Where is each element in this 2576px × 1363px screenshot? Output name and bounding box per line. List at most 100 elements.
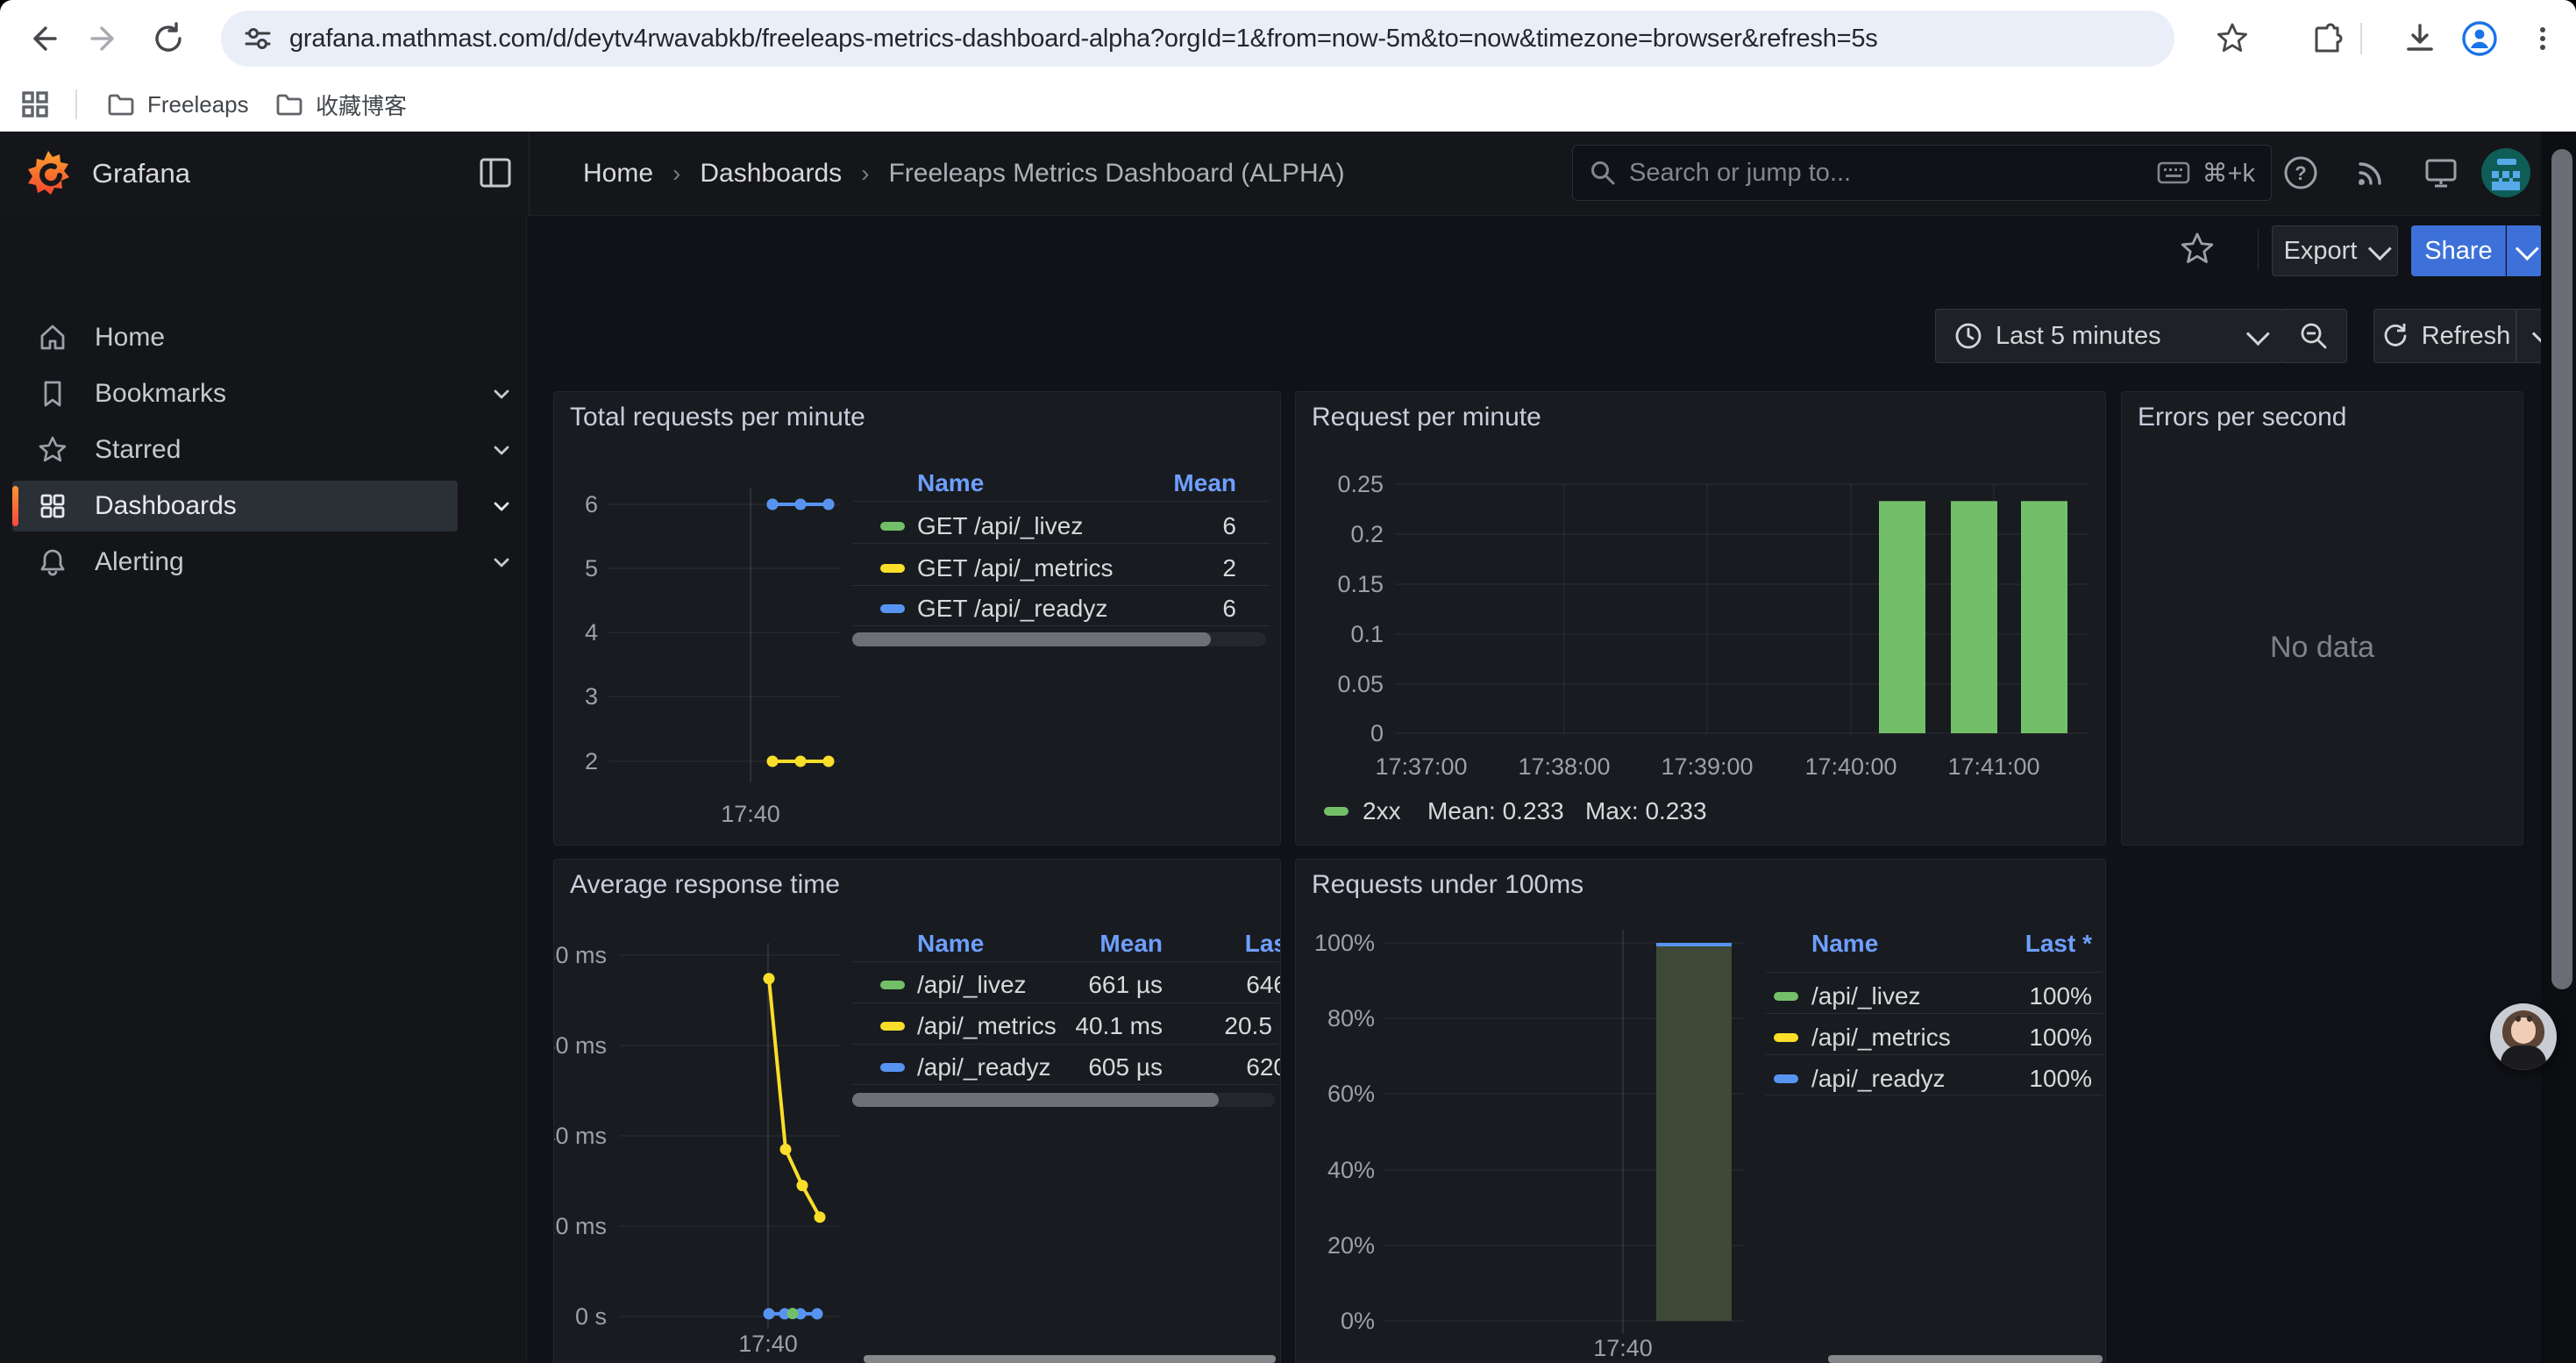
panel-requests-under-100ms[interactable]: Requests under 100ms 100%80%60%40%20%0%1…: [1295, 859, 2106, 1363]
apps-grid-icon[interactable]: [11, 77, 60, 132]
legend-hscrollbar[interactable]: [864, 1355, 1276, 1363]
legend-hscrollbar-thumb: [852, 632, 1211, 646]
legend-series-name[interactable]: 2xx: [1363, 797, 1401, 825]
svg-text:17:40:00: 17:40:00: [1804, 753, 1896, 780]
legend-hscrollbar[interactable]: [852, 1093, 1275, 1107]
assistant-avatar[interactable]: [2490, 1003, 2557, 1070]
profile-icon[interactable]: [2455, 0, 2504, 77]
chevron-down-icon[interactable]: [491, 439, 512, 460]
sidebar-label: Starred: [95, 435, 181, 465]
browser-toolbar: grafana.mathmast.com/d/deytv4rwavabkb/fr…: [0, 0, 2576, 77]
bookmarks-divider: [75, 89, 77, 119]
page-scrollbar-thumb[interactable]: [2551, 149, 2572, 989]
sidebar-item-home[interactable]: Home: [12, 312, 458, 363]
breadcrumb-home[interactable]: Home: [583, 159, 653, 189]
export-button[interactable]: Export: [2272, 225, 2398, 276]
extensions-icon[interactable]: [2302, 0, 2352, 77]
legend-separator: [1766, 972, 2103, 973]
legend-series-pill[interactable]: [1324, 807, 1348, 816]
forward-button[interactable]: [81, 0, 130, 77]
browser-menu-icon[interactable]: [2518, 0, 2567, 77]
keyboard-icon: [2157, 161, 2190, 185]
dashboards-grid-icon: [35, 490, 70, 522]
sidebar-item-dashboards[interactable]: Dashboards: [12, 481, 458, 532]
reload-button[interactable]: [144, 0, 193, 77]
svg-text:0%: 0%: [1341, 1308, 1375, 1334]
share-menu-button[interactable]: [2507, 225, 2542, 276]
avatar-eye: [2527, 1016, 2532, 1022]
avatar-eye: [2516, 1016, 2521, 1022]
breadcrumb: Home › Dashboards › Freeleaps Metrics Da…: [583, 132, 1345, 215]
panel-errors-per-second[interactable]: Errors per second No data: [2121, 391, 2523, 846]
svg-text:80%: 80%: [1327, 1005, 1375, 1031]
svg-text:6: 6: [585, 491, 598, 517]
help-icon[interactable]: ?: [2276, 148, 2325, 197]
legend-series-pill[interactable]: [880, 564, 905, 573]
panel-total-requests[interactable]: Total requests per minute 6543217:40 Nam…: [553, 391, 1281, 846]
chevron-down-icon: [2246, 322, 2270, 346]
grafana-logo[interactable]: [25, 149, 72, 198]
downloads-icon[interactable]: [2395, 0, 2444, 77]
chevron-down-icon[interactable]: [491, 383, 512, 404]
search-placeholder: Search or jump to...: [1629, 159, 2145, 188]
brand-title[interactable]: Grafana: [92, 132, 190, 215]
legend-series-pill[interactable]: [880, 1063, 905, 1072]
legend-hscrollbar[interactable]: [1828, 1355, 2103, 1363]
chevron-down-icon[interactable]: [491, 496, 512, 517]
legend-max: Max: 0.233: [1585, 797, 1707, 825]
legend-separator: [852, 1044, 1278, 1045]
search-input[interactable]: Search or jump to... ⌘+k: [1572, 145, 2272, 201]
breadcrumb-dashboards[interactable]: Dashboards: [700, 159, 842, 189]
clock-icon: [1953, 321, 1983, 351]
legend-hscrollbar[interactable]: [852, 632, 1266, 646]
panel-request-per-minute[interactable]: Request per minute 0.250.20.150.10.05017…: [1295, 391, 2106, 846]
legend-value: 620: [1094, 1053, 1281, 1081]
refresh-label: Refresh: [2422, 322, 2511, 351]
bookmark-folder-freeleaps[interactable]: Freeleaps: [107, 77, 249, 132]
favorite-star-icon[interactable]: [2173, 225, 2222, 274]
search-shortcut: ⌘+k: [2202, 158, 2255, 189]
legend-series-pill[interactable]: [880, 604, 905, 613]
mega-menu-toggle[interactable]: [478, 156, 513, 189]
panel-avg-response-time[interactable]: Average response time 80 ms60 ms40 ms20 …: [553, 859, 1281, 1363]
refresh-button[interactable]: Refresh: [2373, 309, 2516, 363]
zoom-out-button[interactable]: [2281, 309, 2347, 363]
svg-text:2: 2: [585, 748, 598, 774]
sidebar-item-starred[interactable]: Starred: [12, 425, 458, 475]
kiosk-monitor-icon[interactable]: [2416, 148, 2466, 197]
time-range-picker[interactable]: Last 5 minutes: [1935, 309, 2282, 363]
sidebar-item-bookmarks[interactable]: Bookmarks: [12, 368, 458, 419]
svg-text:0 s: 0 s: [575, 1303, 607, 1330]
svg-text:?: ?: [2295, 162, 2306, 184]
bookmark-star-icon[interactable]: [2208, 0, 2257, 77]
legend-separator: [852, 625, 1270, 626]
sidebar-item-alerting[interactable]: Alerting: [12, 537, 458, 588]
browser-window: grafana.mathmast.com/d/deytv4rwavabkb/fr…: [0, 0, 2576, 1363]
legend-series-pill[interactable]: [880, 522, 905, 531]
panel-title: Request per minute: [1312, 403, 1541, 432]
no-data-message: No data: [2122, 631, 2523, 665]
legend-column-header: Name: [917, 469, 984, 497]
site-settings-icon[interactable]: [242, 23, 274, 54]
bookmark-folder-blogs[interactable]: 收藏博客: [275, 77, 407, 132]
legend-series-pill[interactable]: [880, 1022, 905, 1031]
home-icon: [35, 322, 70, 353]
news-rss-icon[interactable]: [2346, 148, 2395, 197]
legend-series-pill[interactable]: [880, 981, 905, 989]
address-bar[interactable]: grafana.mathmast.com/d/deytv4rwavabkb/fr…: [221, 11, 2174, 67]
page-scrollbar-track[interactable]: [2541, 132, 2576, 1363]
share-button[interactable]: Share: [2411, 225, 2506, 276]
refresh-icon: [2380, 321, 2409, 351]
panel-title: Total requests per minute: [570, 403, 865, 432]
legend-column-header: Las: [1094, 930, 1281, 958]
back-button[interactable]: [18, 0, 67, 77]
legend-series-pill[interactable]: [1774, 992, 1798, 1001]
chevron-down-icon[interactable]: [491, 552, 512, 573]
legend-series-pill[interactable]: [1774, 1033, 1798, 1042]
user-avatar[interactable]: [2481, 148, 2530, 197]
legend-series-pill[interactable]: [1774, 1074, 1798, 1083]
legend-column-header: Name: [1811, 930, 1878, 958]
avatar-body: [2501, 1045, 2546, 1070]
folder-icon: [107, 90, 135, 118]
sidebar-label: Dashboards: [95, 491, 237, 521]
